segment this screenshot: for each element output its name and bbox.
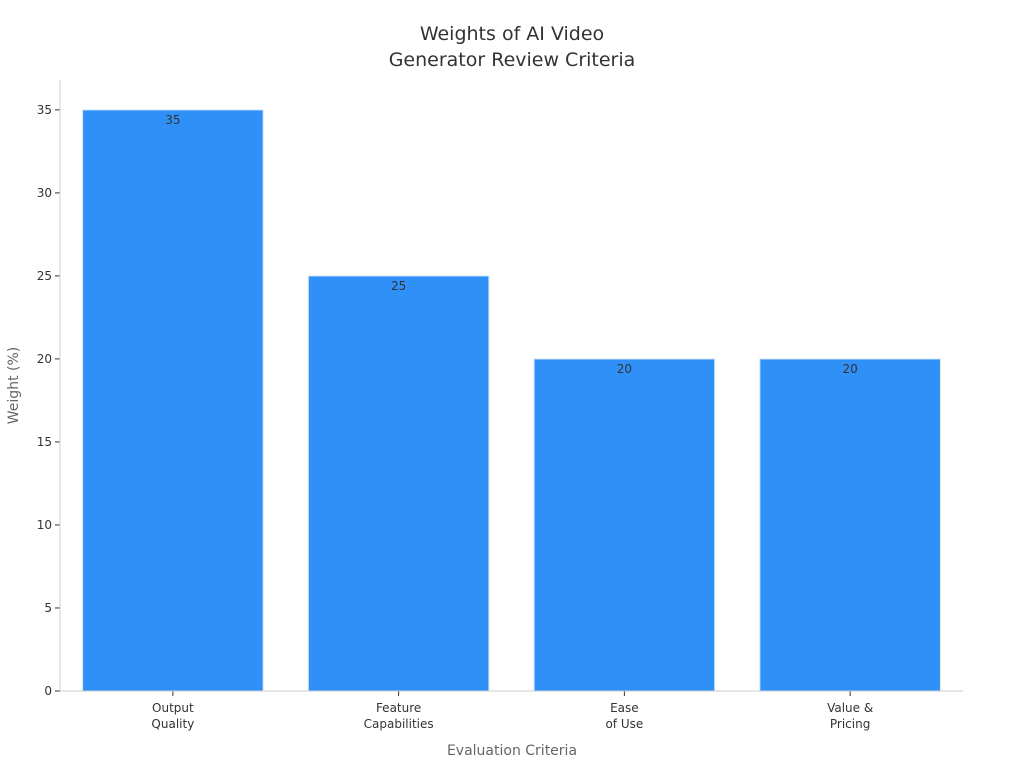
y-tick-label: 35: [37, 103, 52, 117]
x-tick-label-line: Output: [152, 701, 194, 715]
y-tick-label: 10: [37, 518, 52, 532]
x-tick-label-line: Ease: [610, 701, 639, 715]
y-tick-label: 30: [37, 186, 52, 200]
x-tick-label-line: Feature: [376, 701, 421, 715]
y-tick-label: 15: [37, 435, 52, 449]
bar: [759, 358, 941, 692]
bars: [82, 109, 941, 692]
bar-value-label: 25: [391, 279, 406, 293]
chart-title-line: Generator Review Criteria: [389, 49, 636, 71]
bar: [533, 358, 716, 692]
x-tick-label-line: Quality: [151, 717, 194, 731]
y-tick-label: 20: [37, 352, 52, 366]
y-tick-label: 5: [44, 601, 52, 615]
bar-value-label: 20: [842, 362, 857, 376]
chart-title-text: Weights of AI Video Generator Review Crit…: [389, 23, 636, 71]
bar-value-label: 20: [617, 362, 632, 376]
y-axis-ticks: 0 5 10 15 20 25 30 35: [37, 103, 60, 698]
x-axis-ticks: Output Quality Feature Capabilities Ease of U…: [151, 691, 873, 731]
chart-title: Weights of AI Video Generator Review Crit…: [389, 23, 636, 71]
x-axis-label: Evaluation Criteria: [447, 743, 577, 759]
x-tick-label-line: Pricing: [830, 717, 870, 731]
x-tick-label: Output Quality: [151, 701, 194, 731]
y-tick-label: 0: [44, 684, 52, 698]
x-tick-label: Value & Pricing: [827, 701, 873, 731]
x-tick-label-line: Capabilities: [364, 717, 434, 731]
bar: [82, 109, 264, 692]
bar-value-label: 35: [165, 113, 180, 127]
bar: [307, 275, 490, 692]
data-labels: 35 25 20 20: [165, 113, 858, 376]
y-axis-label: Weight (%): [6, 347, 22, 424]
x-tick-label: Ease of Use: [605, 701, 643, 731]
chart-title-line: Weights of AI Video: [420, 23, 604, 45]
x-tick-label: Feature Capabilities: [364, 701, 434, 731]
y-tick-label: 25: [37, 269, 52, 283]
x-tick-label-line: Value &: [827, 701, 873, 715]
x-tick-label-line: of Use: [605, 717, 643, 731]
